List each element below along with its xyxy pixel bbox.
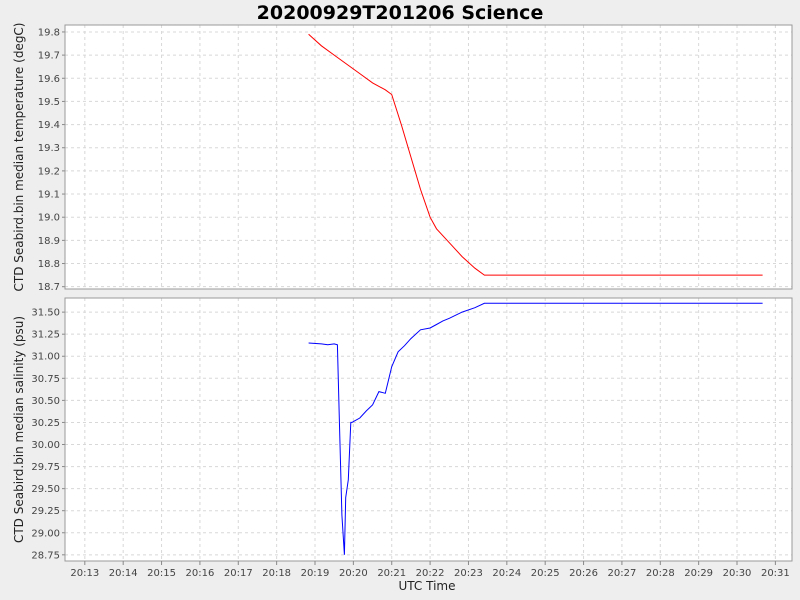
x-tick-label: 20:27	[608, 568, 637, 579]
y-tick-label: 18.7	[38, 282, 60, 293]
x-tick-label: 20:14	[109, 568, 138, 579]
y-tick-label: 29.00	[31, 528, 60, 539]
x-tick-label: 20:31	[761, 568, 790, 579]
y-tick-label: 29.50	[31, 484, 60, 495]
y-tick-label: 31.50	[31, 308, 60, 319]
x-tick-label: 20:28	[646, 568, 675, 579]
x-tick-label: 20:24	[492, 568, 521, 579]
x-tick-label: 20:29	[684, 568, 713, 579]
plot-area-1	[65, 25, 792, 289]
y-tick-label: 29.75	[31, 462, 60, 473]
y-tick-label: 31.00	[31, 352, 60, 363]
plot-area-2	[65, 298, 792, 561]
x-tick-label: 20:15	[147, 568, 176, 579]
y-tick-label: 19.8	[38, 27, 60, 38]
y-tick-label: 30.00	[31, 440, 60, 451]
x-tick-label: 20:20	[339, 568, 368, 579]
y-axis-label-1: CTD Seabird.bin median temperature (degC…	[12, 23, 26, 292]
plot-border-2	[64, 297, 793, 562]
x-tick-label: 20:25	[531, 568, 560, 579]
series-line-2	[308, 302, 763, 555]
y-tick-label: 19.1	[38, 190, 60, 201]
y-tick-label: 30.25	[31, 418, 60, 429]
x-tick-label: 20:26	[569, 568, 598, 579]
x-tick-label: 20:18	[262, 568, 291, 579]
chart-title: 20200929T201206 Science	[257, 2, 544, 24]
x-tick-label: 20:21	[377, 568, 406, 579]
x-tick-label: 20:13	[70, 568, 99, 579]
x-tick-label: 20:30	[723, 568, 752, 579]
x-tick-label: 20:23	[454, 568, 483, 579]
y-tick-label: 19.6	[38, 74, 60, 85]
y-tick-label: 19.3	[38, 143, 60, 154]
y-axis-label-2: CTD Seabird.bin median salinity (psu)	[12, 316, 26, 543]
y-tick-label: 19.5	[38, 97, 60, 108]
y-tick-label: 28.75	[31, 550, 60, 561]
x-tick-label: 20:17	[224, 568, 253, 579]
y-tick-label: 19.4	[38, 120, 60, 131]
y-tick-label: 18.9	[38, 236, 60, 247]
x-tick-label: 20:16	[185, 568, 214, 579]
plot-border-1	[64, 24, 793, 290]
series-line-1	[308, 33, 763, 276]
y-tick-label: 19.0	[38, 213, 60, 224]
y-tick-label: 30.75	[31, 374, 60, 385]
x-tick-label: 20:22	[416, 568, 445, 579]
y-tick-label: 31.25	[31, 330, 60, 341]
x-tick-label: 20:19	[301, 568, 330, 579]
y-tick-label: 19.7	[38, 51, 60, 62]
y-tick-label: 30.50	[31, 396, 60, 407]
y-tick-label: 29.25	[31, 506, 60, 517]
y-tick-label: 18.8	[38, 259, 60, 270]
x-axis-label: UTC Time	[399, 579, 456, 593]
y-tick-label: 19.2	[38, 166, 60, 177]
